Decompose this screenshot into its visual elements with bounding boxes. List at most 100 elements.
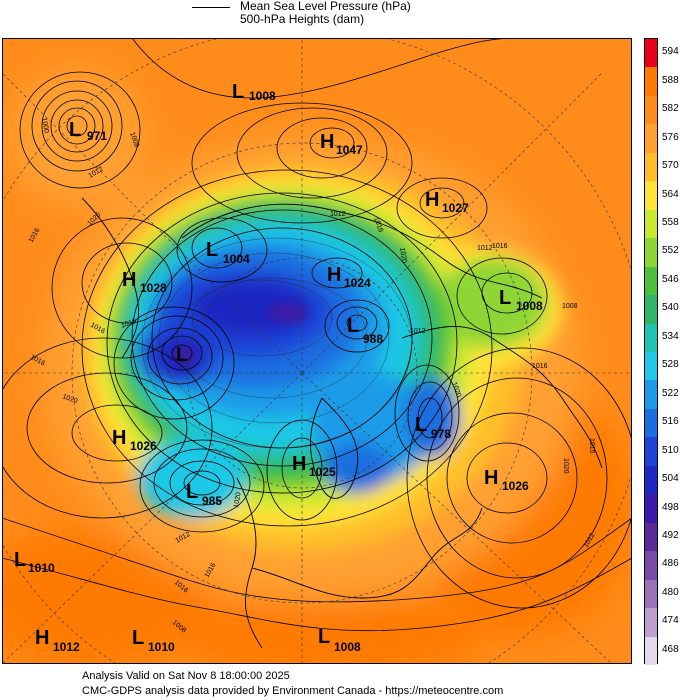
system-letter: L (176, 344, 188, 366)
isobar-high-1047 (309, 127, 355, 159)
isobar-low-978 (394, 364, 460, 462)
colorbar-label: 516 (662, 416, 679, 428)
coastline-east-asia (81, 197, 140, 359)
system-letter: L (186, 481, 198, 503)
isobar-label: 1020 (398, 247, 408, 264)
isobar-low-978 (417, 397, 443, 439)
system-value: 1010 (28, 561, 55, 575)
isobar-high-1027 (419, 187, 465, 219)
isobar-high-1024 (311, 257, 363, 289)
colorbar-label: 564 (662, 188, 679, 200)
colorbar-swatch (645, 636, 657, 665)
colorbar-swatch (645, 266, 657, 296)
colorbar-label: 498 (662, 501, 679, 513)
isobar-label: 1012 (477, 245, 493, 252)
isobar-high-1026-w (71, 404, 163, 462)
system-letter: L (318, 626, 330, 648)
isobar-label: 1008 (128, 131, 140, 148)
system-value: 1008 (334, 640, 361, 654)
colorbar-swatch (645, 465, 657, 495)
height-contour (141, 237, 413, 449)
system-value: 971 (87, 129, 107, 143)
mslp-legend-text: Mean Sea Level Pressure (hPa) (240, 0, 411, 13)
isobar-high-1026-e (446, 412, 578, 544)
heights-legend-text: 500-hPa Heights (dam) (240, 12, 365, 26)
system-letter: H (112, 427, 126, 449)
data-credit-text: CMC-GDPS analysis data provided by Envir… (82, 685, 504, 697)
height-field-594-sw (2, 528, 212, 664)
isobar-low-978 (407, 381, 453, 451)
mslp-legend-line (192, 7, 230, 8)
isobar-label: 1016 (492, 243, 508, 250)
colorbar-swatch (645, 124, 657, 153)
height-contour (158, 252, 390, 424)
colorbar-label: 552 (662, 245, 679, 257)
colorbar-swatch (645, 238, 657, 267)
colorbar-label: 468 (662, 643, 679, 655)
system-letter: H (35, 627, 49, 649)
isobar-south-1016 (2, 517, 632, 603)
coastline-greenland (310, 397, 359, 499)
pressure-systems: L 1008 H 1047 L 971 H 1027 L 1004 H 1028… (14, 81, 543, 654)
system-letter: L (69, 119, 81, 141)
colorbar-swatch (645, 295, 657, 324)
system-value: 1026 (130, 439, 157, 453)
height-contours (141, 237, 413, 449)
colorbar-label: 558 (662, 216, 679, 228)
colorbar-swatch (645, 209, 657, 239)
colorbar-label: 576 (662, 131, 679, 143)
colorbar-swatch (645, 323, 657, 352)
isobar-low-west (171, 344, 193, 362)
colorbar-swatch (645, 67, 657, 96)
colorbar-swatch (645, 95, 657, 125)
height-contour (176, 277, 368, 399)
colorbar-label: 546 (662, 273, 679, 285)
colorbar-swatch (645, 380, 657, 409)
system-value: 1027 (442, 201, 469, 215)
height-colorbar (644, 38, 658, 665)
isobar-low-971 (50, 99, 104, 153)
map-header: Mean Sea Level Pressure (hPa) 500-hPa He… (0, 0, 680, 38)
isobar-label: 1008 (562, 303, 578, 310)
system-letter: H (327, 264, 341, 286)
system-value: 1025 (309, 465, 336, 479)
colorbar-label: 474 (662, 615, 679, 627)
system-letter: L (206, 239, 218, 261)
isobar-label: 1020 (61, 393, 78, 405)
analysis-valid-text: Analysis Valid on Sat Nov 8 18:00:00 202… (82, 670, 290, 682)
isobar-low-988 (324, 299, 390, 353)
map-frame (2, 38, 632, 664)
system-letter: L (415, 414, 427, 436)
colorbar-label: 582 (662, 103, 679, 115)
isobar-label: 1012 (330, 211, 346, 218)
isobar-low-1008-e (456, 257, 548, 335)
isobar-high-1026-w (2, 337, 213, 519)
isobar-high-1047 (276, 117, 368, 179)
colorbar-label: 486 (662, 558, 679, 570)
height-field-498-w (172, 346, 196, 366)
colorbar-swatch (645, 608, 657, 637)
isobar-polar (81, 169, 493, 527)
colorbar-label: 540 (662, 302, 679, 314)
isobar-low-971 (58, 107, 96, 145)
system-value: 978 (431, 427, 451, 441)
coastline-europe (401, 326, 603, 469)
isobar-low-971 (31, 80, 123, 172)
system-value: 1008 (249, 89, 276, 103)
colorbar-label: 492 (662, 529, 679, 541)
isobar-low-971 (41, 90, 113, 162)
system-value: 1004 (223, 252, 250, 266)
meridian (2, 72, 303, 374)
system-letter: H (425, 189, 439, 211)
system-value: 985 (202, 494, 222, 508)
colorbar-label: 534 (662, 330, 679, 342)
isobar-label: 1020 (233, 492, 243, 509)
system-letter: H (320, 131, 334, 153)
colorbar-swatch (645, 39, 657, 68)
system-value: 1026 (502, 479, 529, 493)
system-value: 1024 (344, 276, 371, 290)
weather-map: 1008 1000 1012 1016 1020 1016 1012 1016 … (2, 38, 632, 664)
colorbar-label: 528 (662, 359, 679, 371)
height-field-594-s (182, 598, 482, 664)
system-value: 988 (363, 332, 383, 346)
